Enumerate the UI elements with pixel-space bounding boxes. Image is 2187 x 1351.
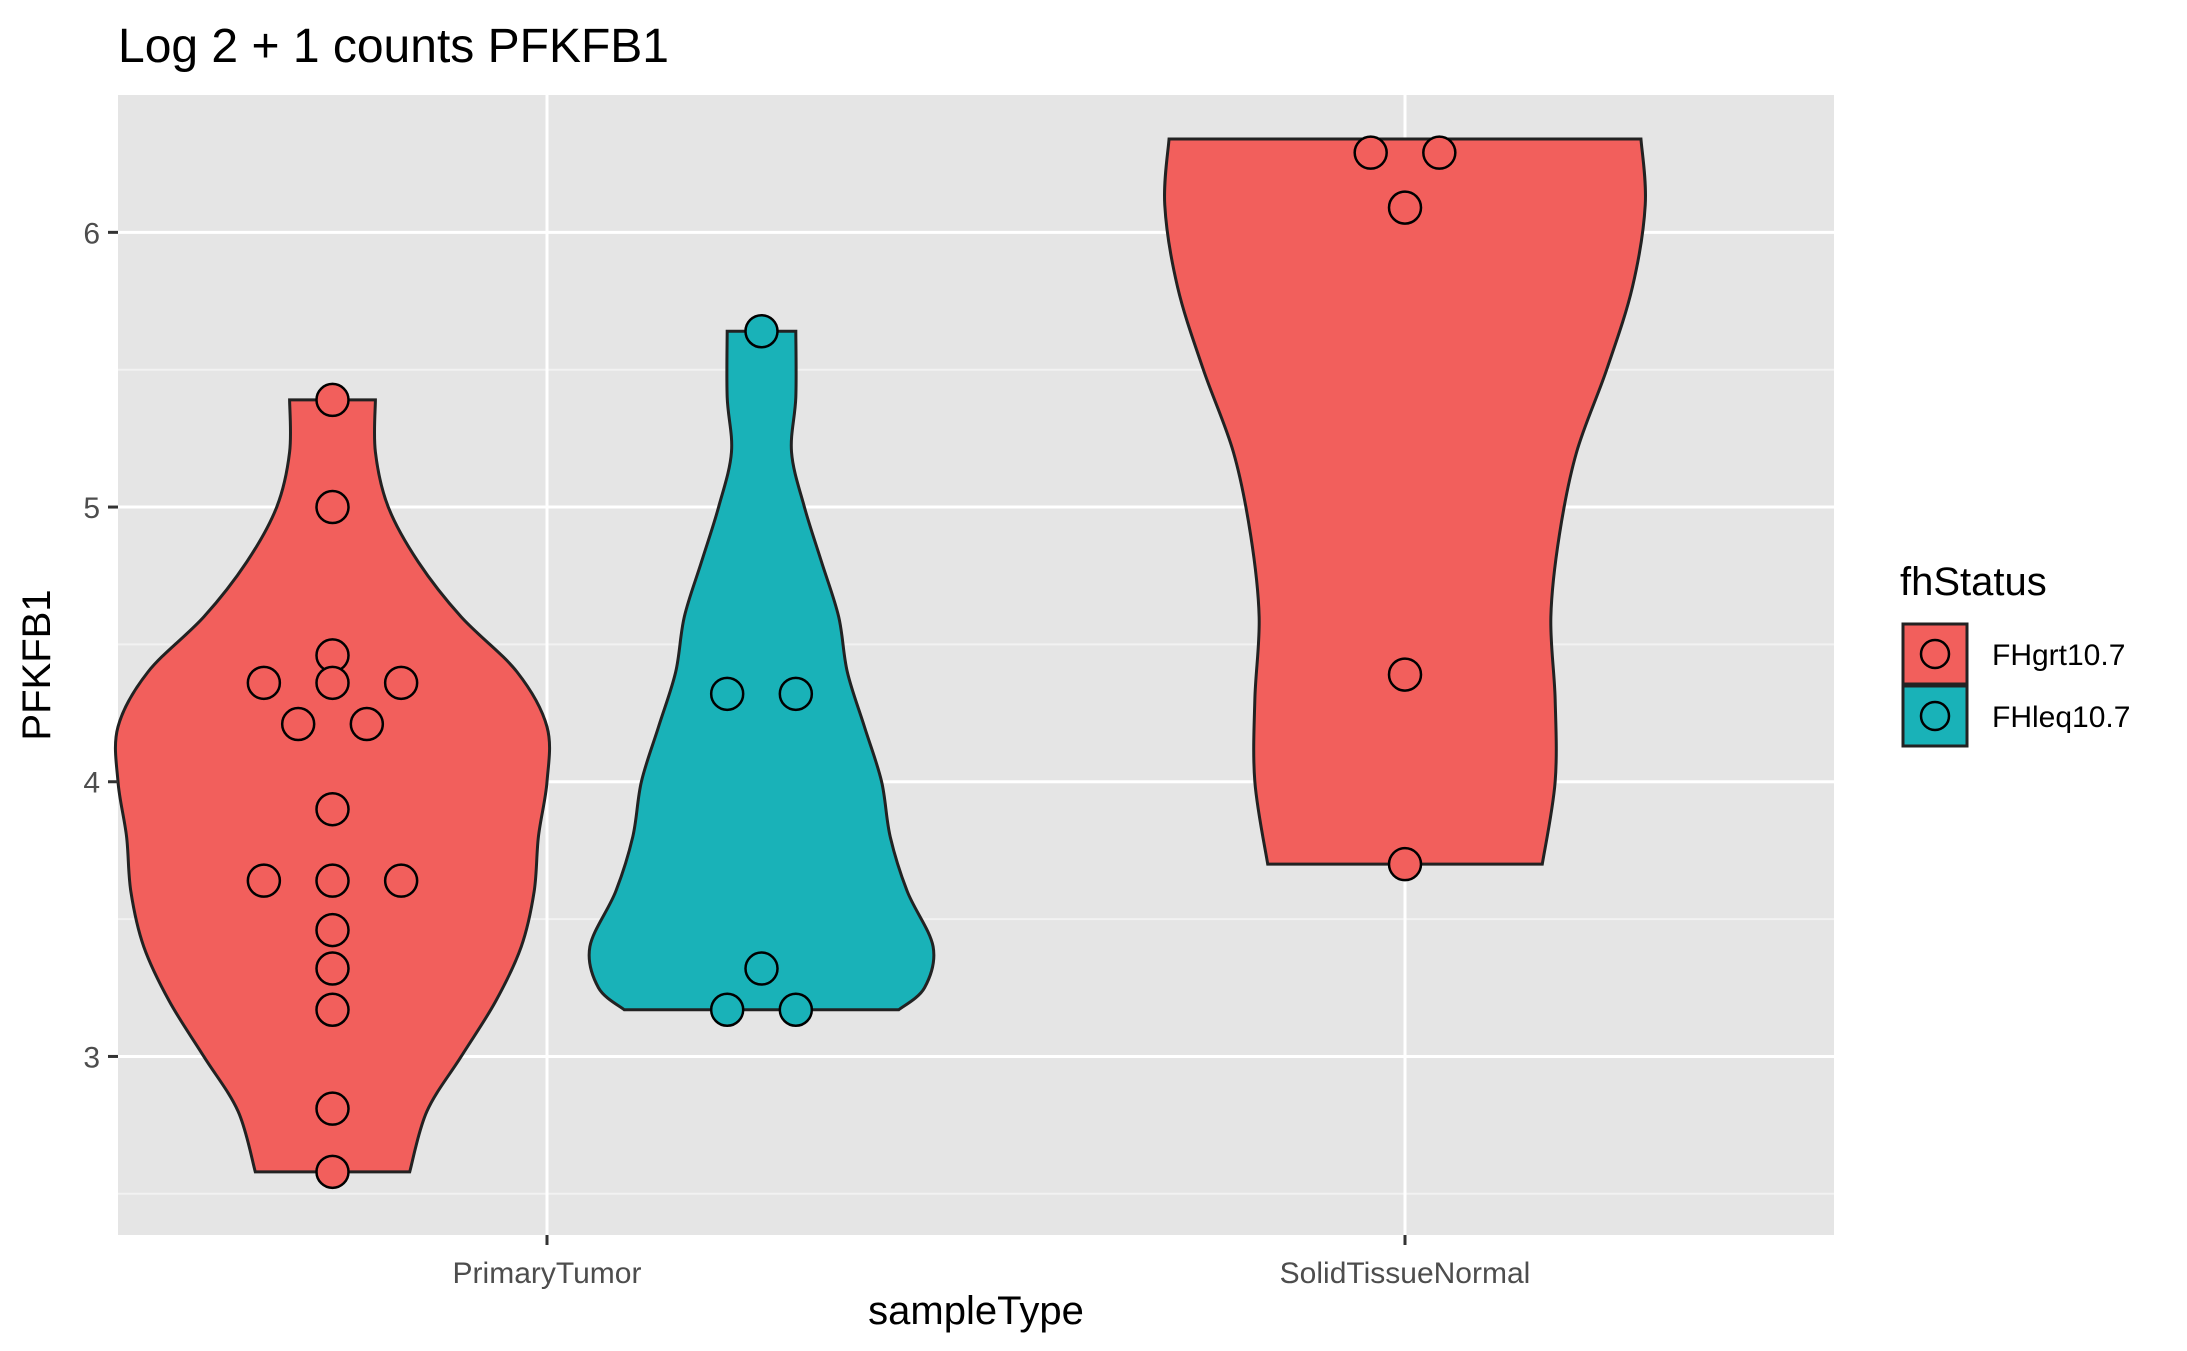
data-point [246,863,282,898]
data-point [315,665,350,701]
data-point [1387,657,1423,692]
data-point [778,992,814,1027]
legend-label: FHleq10.7 [1992,701,2130,734]
violin-PrimaryTumor-FHgrt10.7 [113,398,552,1174]
legend-label: FHgrt10.7 [1992,639,2125,672]
legend: fhStatus FHgrt10.7 FHleq10.7 [1900,560,2130,748]
legend-title: fhStatus [1900,560,2047,604]
y-tick-label: 6 [83,217,100,250]
data-point [315,912,350,948]
legend-key-point [1919,700,1951,732]
data-point [315,1154,350,1190]
data-point [315,489,350,525]
data-point [315,992,350,1027]
data-point [315,951,350,986]
data-point [315,1091,350,1126]
x-axis-title: sampleType [868,1289,1084,1333]
data-point [1387,846,1423,882]
x-axis: PrimaryTumor SolidTissueNormal [453,1235,1531,1290]
violin-shapes [113,137,1647,1174]
y-tick-label: 3 [83,1041,100,1074]
data-point [1353,135,1388,170]
data-point [246,665,282,701]
y-tick-label: 5 [83,492,100,525]
data-point [709,992,745,1027]
data-point [1422,135,1457,170]
data-point [709,676,745,712]
data-point [744,951,779,986]
legend-key [1901,622,1969,686]
data-points [246,135,1457,1190]
y-tick-label: 4 [83,767,100,800]
data-point [349,706,385,742]
x-tick-label: PrimaryTumor [453,1257,642,1290]
data-point [1387,190,1423,225]
x-tick-label: SolidTissueNormal [1280,1257,1531,1290]
data-point [383,665,419,701]
legend-key-point [1919,638,1951,670]
data-point [383,863,419,898]
violin-SolidTissueNormal-FHgrt10.7 [1163,137,1647,866]
y-axis: 3 4 5 6 [83,217,118,1074]
data-point [315,863,350,898]
violin-PrimaryTumor-FHleq10.7 [587,329,936,1012]
data-point [315,382,350,418]
chart-title: Log 2 + 1 counts PFKFB1 [118,20,669,73]
data-point [315,791,350,827]
data-point [280,706,316,742]
data-point [744,313,779,349]
y-axis-title: PFKFB1 [15,589,59,740]
data-point [778,676,814,712]
